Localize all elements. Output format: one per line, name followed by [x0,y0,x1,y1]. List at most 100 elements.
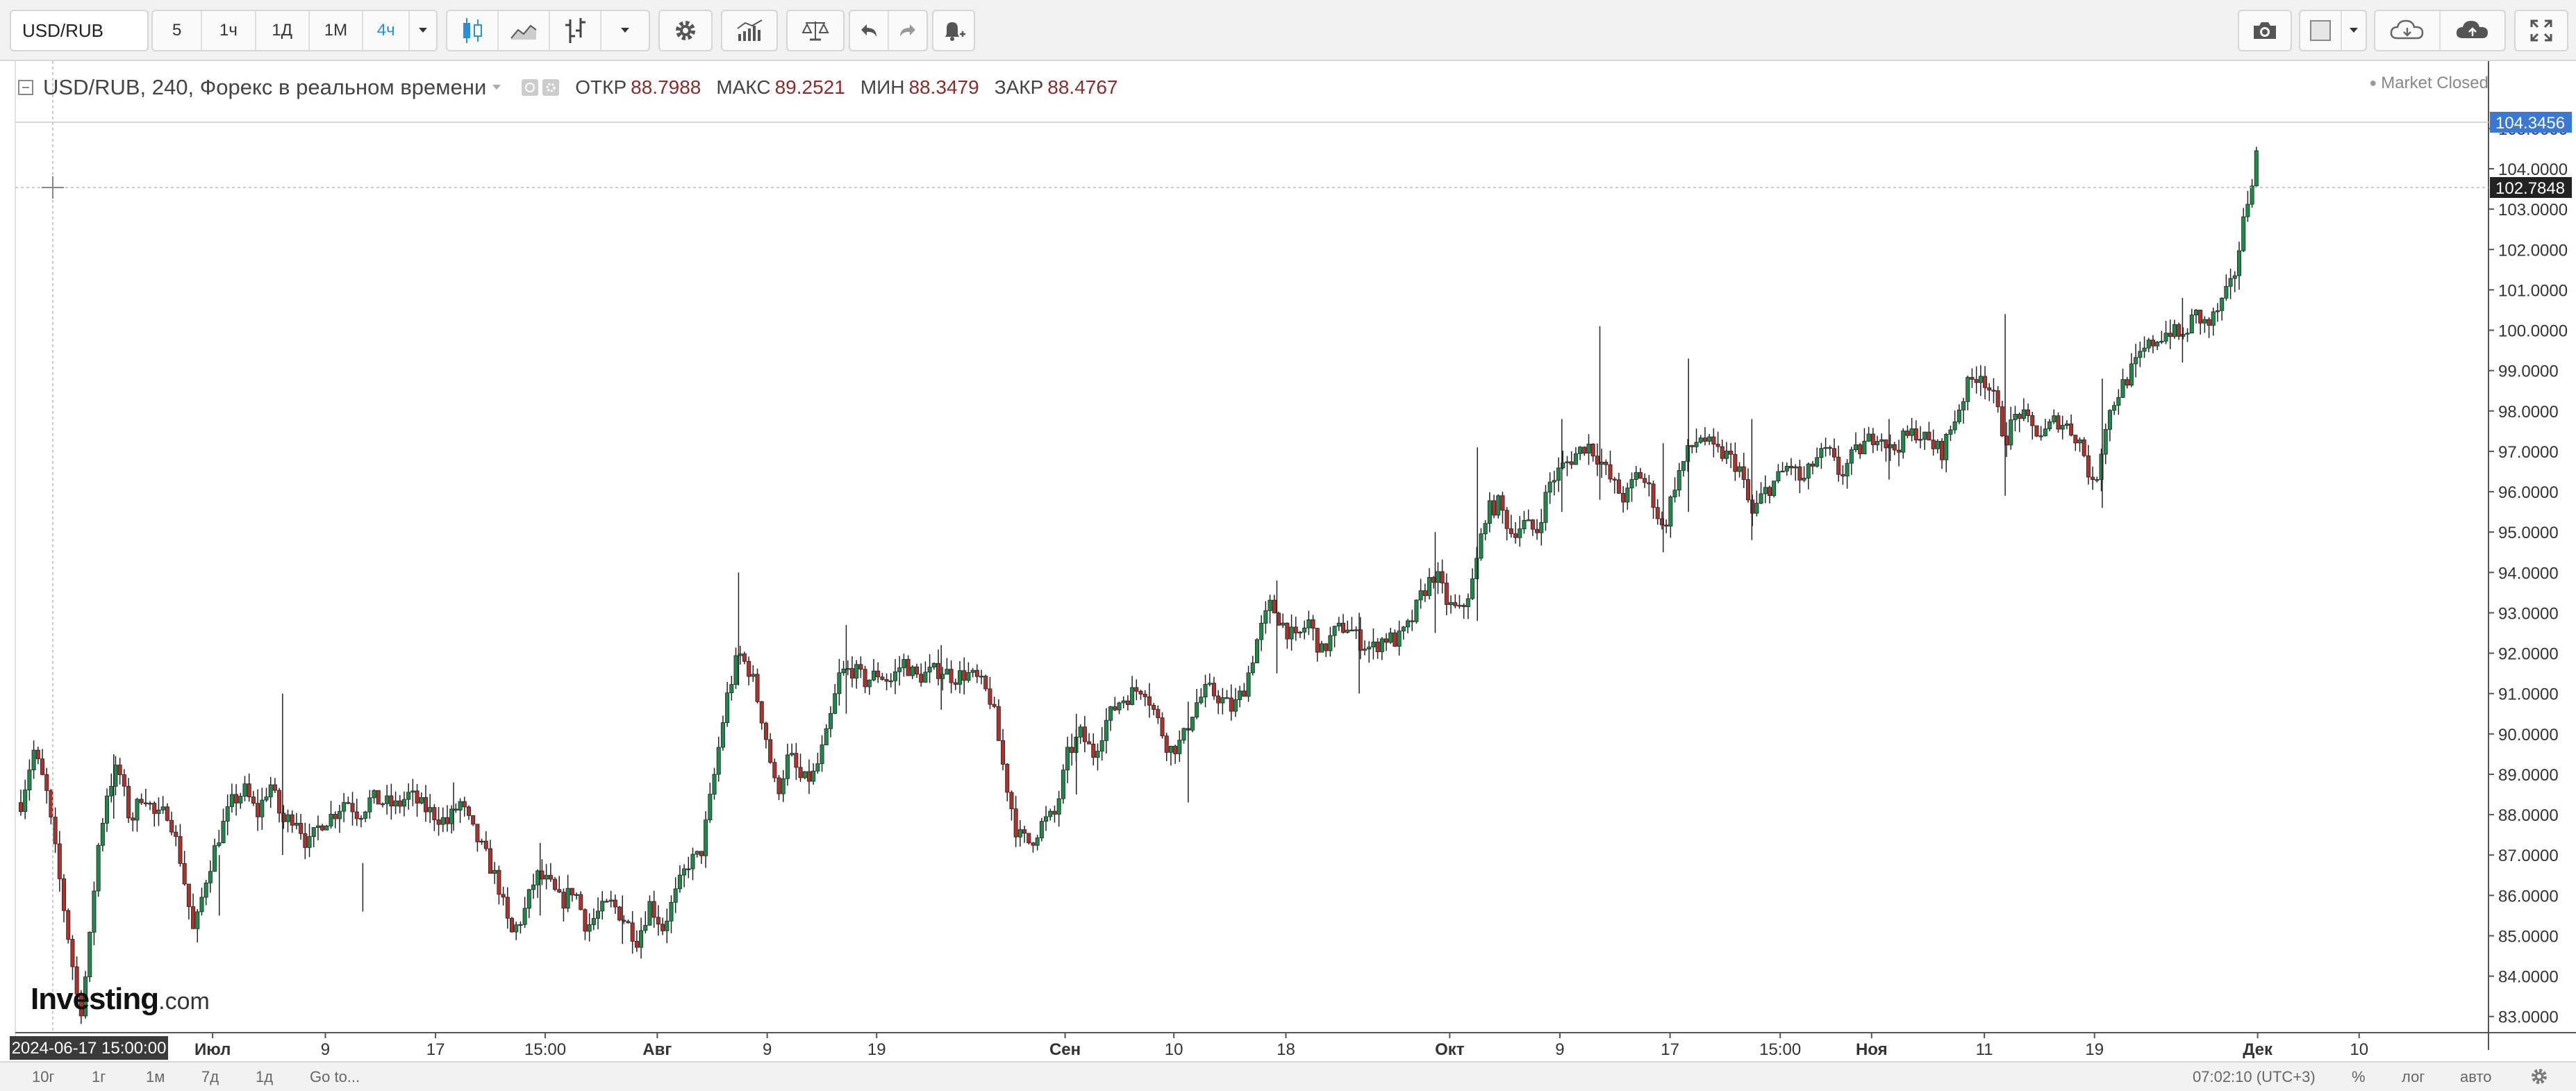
interval-1d-button[interactable]: 1Д [256,11,310,50]
range-1m-button[interactable]: 1м [146,1068,165,1085]
candle-up [669,901,674,922]
candle-down [1125,700,1130,705]
candle-down [772,762,777,778]
candle-up [2215,310,2220,313]
y-tick-label: 90.0000 [2498,726,2559,744]
candle-up [643,924,648,931]
candle-down [858,664,863,670]
candle-down [1315,628,1320,653]
layout-dropdown-button[interactable] [2342,11,2366,50]
candle-down [2030,415,2035,426]
y-tick-label: 83.0000 [2498,1008,2559,1027]
fullscreen-button[interactable] [2516,11,2567,50]
candle-down [656,917,660,925]
candle-up [1526,519,1531,522]
candle-up [1479,533,1484,559]
interval-1m-button[interactable]: 1М [310,11,364,50]
legend-title[interactable]: USD/RUB, 240, Форекс в реальном времени [43,75,487,99]
candle-up [518,924,523,926]
settings-button[interactable] [660,11,711,50]
range-7d-button[interactable]: 7д [201,1068,219,1085]
candle-up [1483,523,1488,535]
candle-down [876,670,881,678]
redo-button[interactable] [889,11,926,50]
current-price-label: 104.3456 [2495,114,2565,133]
interval-4h-button[interactable]: 4ч [363,11,410,50]
candle-down [1582,447,1587,453]
candle-up [1561,463,1565,469]
candle-down [579,894,583,910]
candle-down [553,878,558,890]
candle-down [1995,390,2000,408]
candle-down [1027,833,1031,844]
add-alert-button[interactable] [933,11,974,50]
candle-down [1970,376,1975,380]
candle-down [1927,431,1931,441]
goto-button[interactable]: Go to... [310,1068,360,1085]
legend-settings-icon[interactable] [542,78,560,97]
bar-style-button[interactable] [550,11,601,50]
candle-down [1031,842,1036,846]
candle-up [673,888,678,903]
interval-5-button[interactable]: 5 [153,11,203,50]
candle-up [1220,697,1225,703]
candle-up [1672,490,1677,497]
gear-icon[interactable] [2529,1067,2549,1086]
x-tick-label: Ноя [1856,1040,1888,1059]
indicators-button[interactable] [722,11,776,50]
candle-up [1367,647,1372,650]
log-scale-button[interactable]: лог [2402,1068,2425,1085]
low-label: МИН [860,76,905,98]
candle-up [1190,717,1195,731]
range-10y-button[interactable]: 10г [32,1068,55,1085]
candle-up [1854,444,1859,451]
snapshot-button[interactable] [2239,11,2291,50]
candle-up [1302,627,1307,633]
ohlc-bars-icon [565,18,585,43]
candle-up [690,853,695,869]
candle-down [1152,705,1156,710]
y-tick-label: 88.0000 [2498,806,2559,825]
candle-down [1655,507,1660,519]
candle-up [156,809,161,814]
candle-down [272,784,277,791]
candle-down [376,790,381,805]
candle-up [1121,700,1126,703]
percent-scale-button[interactable]: % [2352,1068,2366,1085]
load-layout-button[interactable] [2375,11,2441,50]
candle-down [604,901,609,903]
candle-up [2107,410,2112,430]
candle-down [1113,706,1117,710]
price-chart[interactable]: 105.0000104.0000103.0000102.0000101.0000… [0,61,2576,1061]
layout-button[interactable] [2300,11,2342,50]
candle-up [229,794,234,807]
candle-up [1952,422,1957,431]
undo-button[interactable] [850,11,889,50]
interval-dropdown-button[interactable] [410,11,436,50]
candle-up [596,910,601,919]
legend-collapse-button[interactable] [18,80,33,95]
candle-up [591,918,596,925]
save-layout-button[interactable] [2441,11,2504,50]
candles-style-button[interactable] [447,11,499,50]
candle-down [1827,447,1832,449]
range-1y-button[interactable]: 1г [92,1068,106,1085]
auto-scale-button[interactable]: авто [2460,1068,2492,1085]
candle-up [1845,463,1850,476]
visibility-icon[interactable] [521,78,539,97]
candle-down [1729,451,1734,455]
interval-1h-button[interactable]: 1ч [202,11,256,50]
candle-up [1354,629,1358,631]
symbol-input[interactable]: USD/RUB [10,10,149,51]
range-1d-button[interactable]: 1д [256,1068,274,1085]
chart-type-dropdown-button[interactable] [601,11,649,50]
candle-down [1001,740,1006,765]
compare-button[interactable] [788,11,843,50]
candle-up [733,655,738,685]
candle-up [1776,471,1781,481]
investing-logo: Investing.com [31,982,210,1017]
candle-down [281,813,286,822]
candle-down [1690,445,1695,447]
chart-area[interactable]: 105.0000104.0000103.0000102.0000101.0000… [0,61,2576,1061]
line-style-button[interactable] [499,11,550,50]
